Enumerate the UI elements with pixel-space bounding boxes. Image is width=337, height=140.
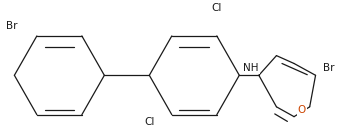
Text: NH: NH <box>243 63 259 73</box>
Text: Cl: Cl <box>212 3 222 13</box>
Text: O: O <box>298 105 306 115</box>
Text: Br: Br <box>324 63 335 73</box>
Text: Cl: Cl <box>144 117 155 128</box>
Text: Br: Br <box>6 21 17 31</box>
